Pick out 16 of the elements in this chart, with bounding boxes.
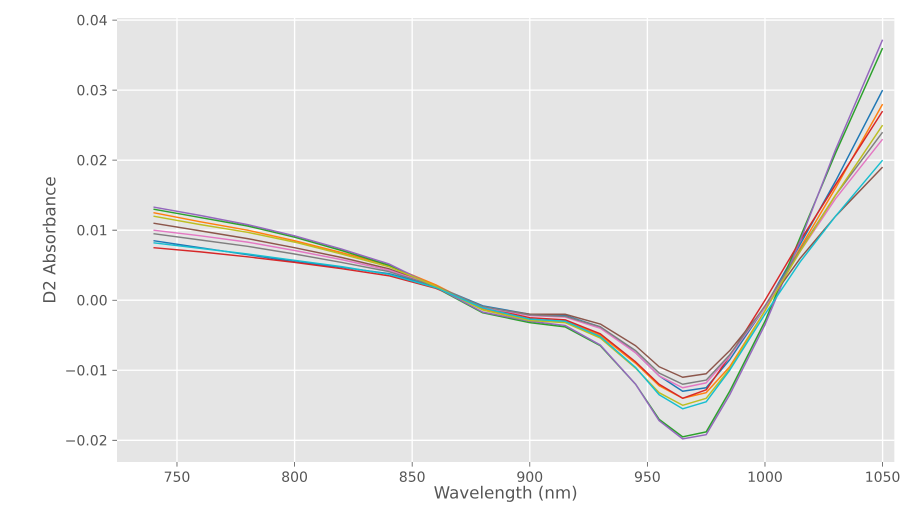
x-tick-label: 900 bbox=[517, 471, 542, 482]
x-tick-label: 950 bbox=[634, 471, 660, 482]
x-tick-label: 800 bbox=[282, 471, 307, 482]
y-tick-label: −0.01 bbox=[66, 364, 106, 376]
x-axis-title: Wavelength (nm) bbox=[434, 486, 576, 502]
x-tick-label: 850 bbox=[400, 471, 425, 482]
x-tick-label: 750 bbox=[164, 471, 190, 482]
y-tick-label: 0.03 bbox=[77, 84, 106, 96]
y-tick-label: 0.00 bbox=[77, 294, 107, 306]
y-tick-label: −0.02 bbox=[66, 434, 106, 446]
x-tick-label: 1050 bbox=[866, 471, 900, 482]
y-tick-label: 0.01 bbox=[77, 224, 106, 236]
x-tick-label: 1000 bbox=[748, 471, 782, 482]
y-tick-label: 0.02 bbox=[77, 154, 106, 166]
y-axis-title: D2 Absorbance bbox=[42, 177, 56, 302]
y-tick-label: 0.04 bbox=[77, 14, 107, 26]
